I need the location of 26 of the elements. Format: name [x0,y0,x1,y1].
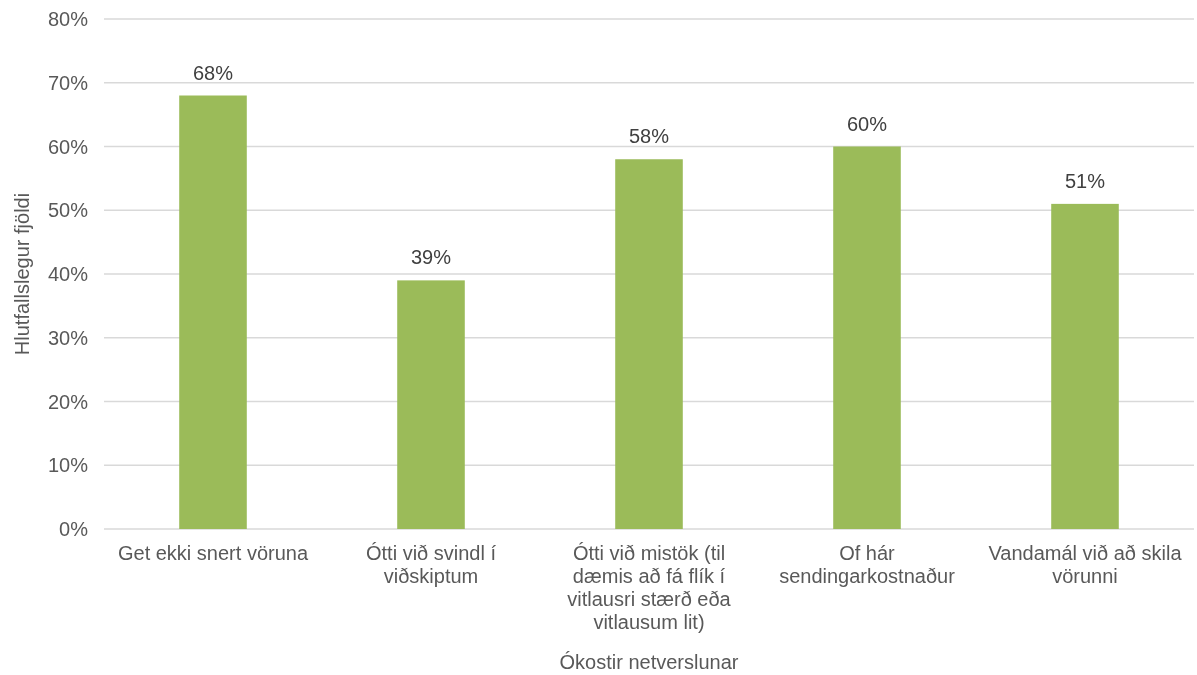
data-label: 68% [192,61,234,84]
y-axis-title: Hlutfallslegur fjöldi [11,192,33,356]
bar [179,95,247,529]
x-tick-label: Vandamál við að skila vörunni [988,542,1183,587]
y-tick-label: 0% [59,518,89,540]
x-tick-label: Get ekki snert vöruna [117,542,309,564]
y-tick-label: 50% [47,199,89,222]
data-label: 60% [846,112,888,135]
y-tick-label: 20% [47,390,89,413]
y-tick-label: 10% [47,454,89,477]
y-tick-label: 40% [47,263,89,285]
bar [833,146,901,529]
bar [1051,203,1119,529]
data-label: 39% [410,246,452,269]
y-tick-label: 80% [47,8,89,30]
y-tick-label: 30% [47,326,89,349]
x-tick-label: Of hár sendingarkostnaður [779,542,956,587]
x-tick-label: Ótti við mistök (til dæmis að fá flík í vitlausri stærð eða vitlausum lit) [567,542,732,633]
data-label: 58% [628,125,670,148]
x-tick-label: Ótti við svindl í viðskiptum [365,542,497,587]
y-tick-label: 70% [47,71,89,94]
bar [615,159,683,529]
y-tick-label: 60% [47,135,89,158]
bar [397,280,465,529]
data-label: 51% [1064,169,1106,192]
x-axis-title: Ókostir netverslunar [559,651,739,673]
